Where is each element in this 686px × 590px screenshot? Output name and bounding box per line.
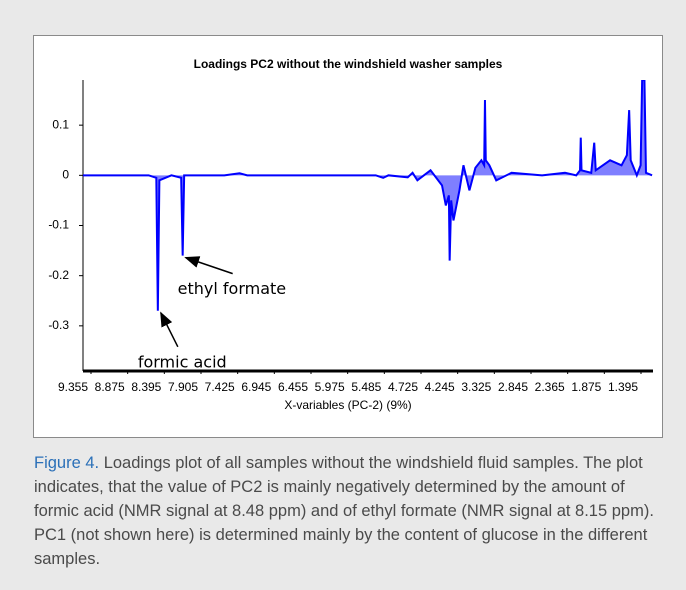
annotation-label: formic acid <box>138 352 227 371</box>
caption-label: Figure 4. <box>34 454 100 472</box>
annotation-label: ethyl formate <box>178 279 286 298</box>
x-tick-label: 8.875 <box>95 380 125 394</box>
x-tick-label: 4.245 <box>425 380 455 394</box>
caption: Figure 4. Loadings plot of all samples w… <box>34 451 664 571</box>
x-tick-label: 8.395 <box>131 380 161 394</box>
x-axis-label: X-variables (PC-2) (9%) <box>284 398 411 412</box>
x-tick-label: 7.905 <box>168 380 198 394</box>
x-tick-label: 5.975 <box>315 380 345 394</box>
x-tick-label: 2.845 <box>498 380 528 394</box>
x-tick-label: 7.425 <box>205 380 235 394</box>
annotation-arrow <box>184 256 233 275</box>
x-tick-label: 2.365 <box>535 380 565 394</box>
annotation-arrow <box>160 311 179 348</box>
y-tick-label: 0.1 <box>52 117 69 131</box>
series-line <box>83 80 653 311</box>
x-tick-label: 6.945 <box>241 380 271 394</box>
chart-title: Loadings PC2 without the windshield wash… <box>194 57 503 71</box>
chart: Loadings PC2 without the windshield wash… <box>33 35 663 438</box>
y-tick-label: 0 <box>62 167 69 181</box>
x-tick-label: 5.485 <box>351 380 381 394</box>
x-tick-label: 3.325 <box>461 380 491 394</box>
y-tick-label: -0.2 <box>48 268 69 282</box>
y-tick-label: -0.1 <box>48 218 69 232</box>
x-tick-label: 4.725 <box>388 380 418 394</box>
x-tick-label: 1.875 <box>571 380 601 394</box>
caption-text: Loadings plot of all samples without the… <box>34 454 654 568</box>
x-tick-label: 6.455 <box>278 380 308 394</box>
y-tick-label: -0.3 <box>48 318 69 332</box>
plot-area <box>83 80 653 311</box>
x-tick-label: 9.355 <box>58 380 88 394</box>
x-tick-label: 1.395 <box>608 380 638 394</box>
